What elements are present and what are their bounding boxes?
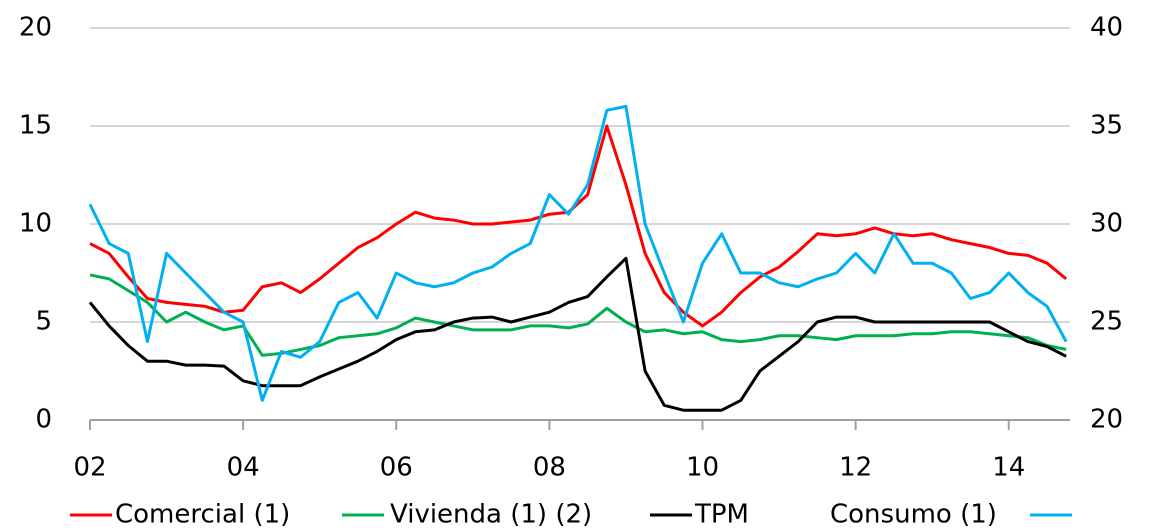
y2-tick-label: 30: [1090, 209, 1123, 239]
y2-tick-label: 20: [1090, 405, 1123, 435]
legend-label: TPM: [694, 500, 749, 530]
y-tick-label: 20: [19, 13, 52, 43]
y-tick-label: 10: [19, 209, 52, 239]
series-line: [89, 124, 1068, 328]
x-tick-label: 08: [533, 453, 566, 483]
series-line: [88, 104, 1068, 402]
series-line: [89, 273, 1067, 357]
series-line: [88, 256, 1067, 412]
legend-label: Comercial (1): [115, 500, 290, 530]
y-tick-label: 0: [35, 405, 52, 435]
x-tick-label: 14: [992, 453, 1025, 483]
legend-label: Consumo (1): [830, 500, 997, 530]
y2-tick-label: 25: [1090, 307, 1123, 337]
y-tick-label: 5: [35, 307, 52, 337]
x-tick-label: 02: [73, 453, 106, 483]
y2-tick-label: 35: [1090, 111, 1123, 141]
x-tick-label: 12: [839, 453, 872, 483]
x-tick-label: 06: [380, 453, 413, 483]
y2-tick-label: 40: [1090, 13, 1123, 43]
x-tick-label: 10: [686, 453, 719, 483]
legend-label: Vivienda (1) (2): [390, 500, 592, 530]
x-tick-label: 04: [227, 453, 260, 483]
y-tick-label: 15: [19, 111, 52, 141]
